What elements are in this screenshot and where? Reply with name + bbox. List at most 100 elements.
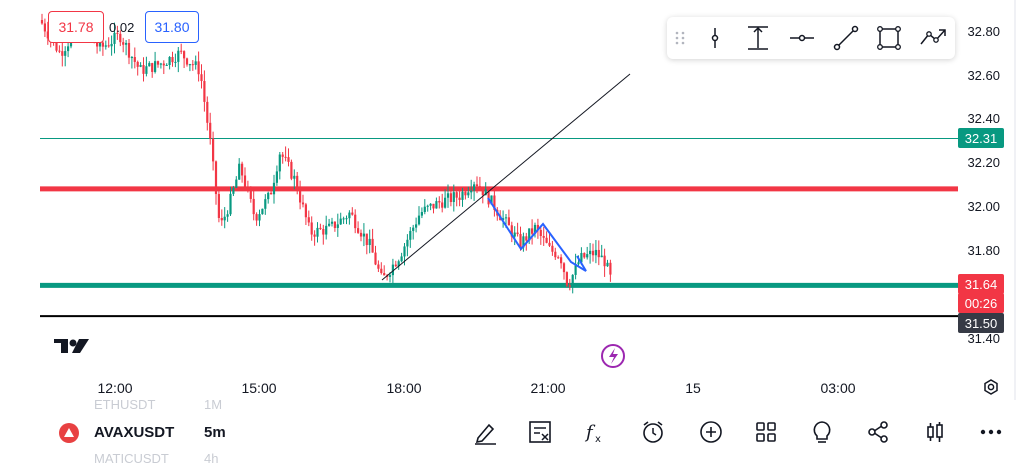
candle-body — [597, 249, 600, 258]
candle-body — [490, 195, 493, 205]
candle-body — [600, 255, 603, 258]
y-tick-label: 32.00 — [967, 199, 1000, 214]
candle-body — [180, 50, 183, 52]
x-tick-label: 03:00 — [820, 380, 856, 396]
candle-body — [151, 63, 154, 72]
candle-body — [345, 218, 348, 220]
candle-body — [403, 246, 406, 257]
pen-icon[interactable] — [471, 418, 499, 446]
candle-body — [464, 191, 467, 196]
candle-body — [406, 239, 409, 247]
price-chart[interactable] — [0, 0, 1024, 400]
layouts-icon[interactable] — [752, 418, 780, 446]
candle-body — [188, 64, 191, 66]
share-icon[interactable] — [864, 418, 892, 446]
candle-body — [330, 221, 334, 224]
candle-body — [583, 253, 586, 258]
measure-icon[interactable] — [737, 17, 781, 59]
candle-body — [359, 232, 363, 237]
candle-body — [43, 23, 46, 32]
candle-body — [368, 238, 371, 246]
rectangle-icon[interactable] — [868, 17, 912, 59]
candle-body — [470, 190, 473, 193]
candle-body — [275, 171, 278, 183]
candle-body — [438, 201, 441, 203]
ghost-symbol-above: ETHUSDT — [94, 397, 156, 412]
candle-body — [574, 264, 577, 275]
candle-body — [101, 42, 104, 47]
svg-text:x: x — [595, 434, 601, 445]
watchlist-icon[interactable] — [526, 418, 554, 446]
candle-body — [232, 187, 235, 194]
price-tag-green: 32.31 — [958, 128, 1004, 148]
candle-body — [313, 234, 316, 237]
candle-body — [127, 42, 131, 58]
candle-body — [156, 61, 160, 65]
candle-body — [194, 61, 197, 65]
candle-body — [554, 251, 557, 258]
candle-body — [510, 225, 513, 237]
candle-body — [107, 45, 110, 47]
candle-body — [148, 63, 151, 67]
candle-body — [307, 217, 310, 223]
candle-body — [449, 193, 452, 203]
chart-type-icon[interactable] — [921, 418, 949, 446]
horizontal-ray-icon[interactable] — [780, 17, 824, 59]
x-tick-label: 15:00 — [241, 380, 277, 396]
trend-line-icon[interactable] — [824, 17, 868, 59]
path-icon[interactable] — [911, 17, 955, 59]
candle-body — [528, 228, 531, 241]
interval-selector[interactable]: 5m — [204, 424, 226, 441]
candle-body — [609, 262, 612, 275]
sell-price-button[interactable]: 31.78 — [48, 11, 104, 43]
candle-body — [519, 234, 522, 248]
candle-body — [539, 229, 542, 237]
candle-body — [110, 43, 113, 47]
ideas-icon[interactable] — [808, 418, 836, 446]
candle-body — [130, 57, 133, 59]
candle-body — [374, 252, 377, 265]
candle-body — [212, 138, 215, 162]
candle-body — [606, 262, 609, 267]
candle-body — [417, 215, 421, 225]
candle-body — [586, 254, 589, 258]
candle-body — [145, 66, 148, 74]
price-tag-black: 31.50 — [958, 313, 1004, 333]
drag-handle-icon[interactable] — [667, 17, 693, 59]
candle-body — [316, 227, 319, 237]
path-drawing[interactable] — [487, 197, 587, 272]
candle-body — [139, 65, 142, 67]
lightning-icon[interactable] — [601, 344, 625, 368]
candle-body — [333, 221, 336, 228]
candle-body — [46, 31, 49, 39]
candle-body — [328, 223, 331, 226]
candle-body — [203, 81, 206, 102]
symbol-selector[interactable]: AVAXUSDT — [94, 424, 175, 441]
candle-body — [516, 232, 519, 235]
candle-body — [310, 222, 313, 235]
settings-icon[interactable] — [984, 379, 998, 395]
candle-body — [61, 51, 64, 56]
more-icon[interactable] — [977, 418, 1005, 446]
vertical-line-icon[interactable] — [693, 17, 737, 59]
candle-body — [264, 199, 267, 209]
candle-body — [162, 63, 165, 66]
candle-body — [220, 217, 223, 221]
trend-line-drawing[interactable] — [381, 73, 631, 281]
candle-body — [594, 249, 597, 256]
add-icon[interactable] — [697, 418, 725, 446]
y-tick-label: 32.20 — [967, 155, 1000, 170]
candle-body — [531, 228, 534, 234]
candle-body — [258, 214, 261, 221]
alert-icon[interactable] — [639, 418, 667, 446]
candle-body — [536, 224, 539, 230]
spread-value: 0.02 — [109, 20, 135, 35]
buy-price-button[interactable]: 31.80 — [145, 11, 199, 43]
candle-body — [409, 230, 412, 240]
candle-body — [177, 50, 180, 62]
candle-body — [185, 58, 189, 65]
candle-body — [252, 198, 255, 215]
candle-body — [383, 273, 386, 276]
